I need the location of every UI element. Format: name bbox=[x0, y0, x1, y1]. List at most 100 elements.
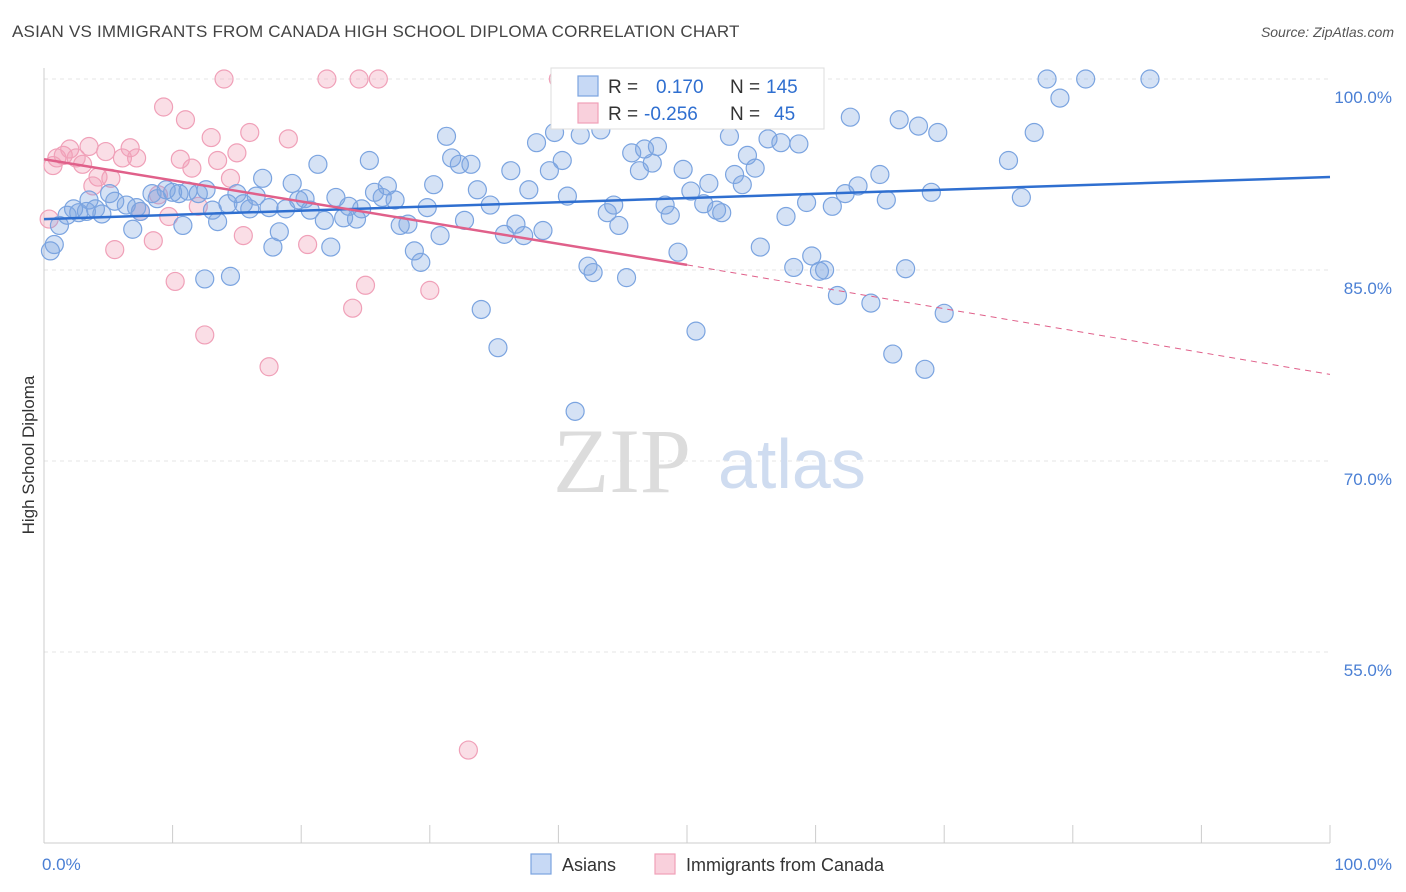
point-asians bbox=[724, 164, 745, 185]
point-asians bbox=[359, 150, 379, 171]
bottom-legend-label-asians: Asians bbox=[562, 855, 616, 875]
point-asians bbox=[471, 299, 491, 320]
point-asians bbox=[915, 359, 935, 379]
point-canada bbox=[343, 298, 363, 318]
point-canada bbox=[420, 280, 440, 300]
trend-line-canada bbox=[43, 157, 688, 267]
point-asians bbox=[673, 159, 693, 180]
point-asians bbox=[896, 259, 916, 279]
chart-source: Source: ZipAtlas.com bbox=[1260, 24, 1394, 40]
point-canada bbox=[317, 69, 337, 89]
point-asians bbox=[436, 126, 457, 146]
bottom-legend-swatch-canada bbox=[654, 853, 676, 875]
point-canada bbox=[355, 275, 376, 295]
point-asians bbox=[712, 203, 732, 223]
legend-r-value-asians: 0.170 bbox=[656, 77, 704, 98]
point-asians bbox=[706, 200, 727, 220]
point-asians bbox=[173, 215, 193, 236]
point-asians bbox=[616, 268, 637, 288]
point-asians bbox=[253, 168, 273, 188]
point-canada bbox=[96, 141, 116, 162]
point-asians bbox=[519, 180, 539, 200]
point-asians bbox=[1140, 69, 1160, 89]
point-asians bbox=[771, 133, 791, 153]
point-asians bbox=[123, 219, 143, 239]
legend-swatch-canada bbox=[577, 102, 599, 124]
point-asians bbox=[622, 143, 642, 163]
point-canada bbox=[298, 234, 318, 255]
point-asians bbox=[461, 154, 481, 174]
point-asians bbox=[1050, 88, 1070, 108]
series-canada-points bbox=[39, 69, 569, 760]
point-asians bbox=[390, 215, 410, 236]
point-canada bbox=[240, 122, 260, 143]
series-asians-points bbox=[40, 69, 1160, 421]
point-asians bbox=[1076, 69, 1096, 89]
point-asians bbox=[196, 180, 216, 200]
point-asians bbox=[840, 107, 860, 127]
point-canada bbox=[165, 271, 185, 292]
point-canada bbox=[195, 325, 215, 345]
point-asians bbox=[699, 173, 719, 194]
watermark-zip: ZIP bbox=[553, 410, 691, 512]
x-tick-label-min: 0.0% bbox=[42, 855, 81, 874]
point-asians bbox=[44, 234, 64, 255]
point-asians bbox=[467, 180, 487, 200]
point-asians bbox=[802, 246, 822, 266]
point-canada bbox=[153, 97, 174, 117]
point-asians bbox=[404, 241, 424, 261]
point-asians bbox=[776, 206, 796, 227]
point-asians bbox=[195, 269, 215, 289]
y-tick-label: 70.0% bbox=[1344, 470, 1392, 489]
point-asians bbox=[934, 303, 954, 323]
point-asians bbox=[105, 191, 125, 211]
y-tick-label: 85.0% bbox=[1344, 279, 1392, 298]
point-asians bbox=[745, 158, 765, 178]
point-canada bbox=[259, 357, 279, 377]
point-asians bbox=[796, 192, 817, 213]
point-asians bbox=[758, 129, 778, 149]
legend-n-value-asians: 145 bbox=[766, 77, 798, 98]
point-asians bbox=[686, 321, 706, 341]
point-asians bbox=[784, 257, 804, 278]
point-canada bbox=[201, 127, 221, 148]
point-asians bbox=[668, 242, 688, 262]
point-canada bbox=[143, 231, 163, 251]
point-asians bbox=[526, 133, 547, 153]
point-asians bbox=[998, 150, 1019, 171]
point-asians bbox=[921, 182, 941, 202]
point-asians bbox=[308, 154, 328, 174]
trend-line-canada-extrapolated bbox=[686, 264, 1331, 375]
point-canada bbox=[175, 110, 196, 130]
point-asians bbox=[1011, 187, 1031, 208]
bottom-legend-swatch-asians bbox=[530, 853, 552, 875]
point-asians bbox=[583, 262, 603, 283]
point-asians bbox=[870, 164, 890, 185]
point-asians bbox=[314, 210, 334, 230]
legend-swatch-asians bbox=[577, 75, 599, 97]
point-asians bbox=[597, 203, 617, 223]
chart-title: ASIAN VS IMMIGRANTS FROM CANADA HIGH SCH… bbox=[12, 22, 740, 41]
point-asians bbox=[642, 153, 662, 173]
point-asians bbox=[259, 198, 279, 218]
point-asians bbox=[883, 344, 903, 364]
point-canada bbox=[112, 148, 133, 168]
point-asians bbox=[789, 134, 809, 154]
point-asians bbox=[430, 226, 450, 246]
point-asians bbox=[815, 260, 835, 280]
point-asians bbox=[506, 214, 526, 234]
point-canada bbox=[458, 740, 478, 760]
point-canada bbox=[79, 136, 99, 157]
axes bbox=[43, 68, 1331, 844]
bottom-legend-label-canada: Immigrants from Canada bbox=[686, 855, 885, 875]
point-asians bbox=[501, 161, 521, 181]
trend-lines bbox=[43, 157, 1331, 375]
point-canada bbox=[120, 138, 140, 158]
legend-n-label-asians: N = bbox=[730, 77, 760, 98]
point-asians bbox=[424, 175, 444, 195]
watermark-atlas: atlas bbox=[718, 425, 866, 503]
point-asians bbox=[269, 222, 289, 242]
legend-n-value-canada: 45 bbox=[774, 104, 795, 125]
point-canada bbox=[368, 69, 388, 89]
